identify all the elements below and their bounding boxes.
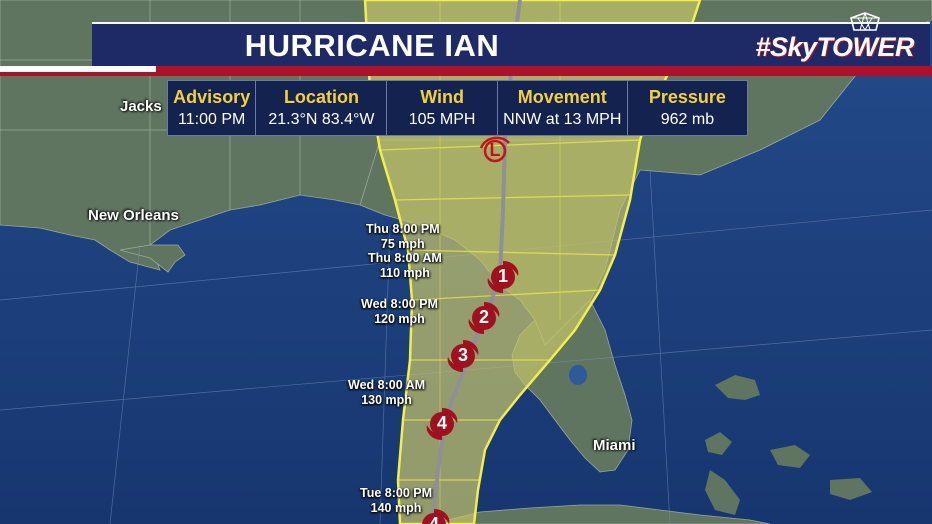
pressure-value: 962 mb	[660, 111, 715, 128]
storm-category: 4	[428, 514, 439, 524]
city-label-jacksonville: Jacks	[120, 98, 162, 115]
bahamas-4	[705, 470, 740, 515]
forecast-time: Thu 8:00 AM	[368, 251, 442, 265]
forecast-label-wed-am: Wed 8:00 AM 130 mph	[348, 378, 425, 408]
bahamas-1	[715, 375, 760, 400]
forecast-label-thu-am: Thu 8:00 AM 110 mph	[368, 251, 442, 281]
advisory-header: Advisory	[173, 87, 251, 107]
movement-header: Movement	[517, 87, 607, 107]
station-brand-logo: #SkyTOWER	[755, 32, 914, 62]
title-bar: HURRICANE IAN #SkyTOWER	[92, 12, 930, 66]
pressure-column: Pressure 962 mb	[628, 81, 747, 135]
hurricane-icon	[422, 509, 450, 524]
forecast-time: Wed 8:00 PM	[361, 297, 438, 311]
louisiana-coast	[119, 244, 186, 273]
storm-category: 3	[457, 345, 468, 365]
storm-title: HURRICANE IAN	[244, 28, 500, 63]
storm-symbol-cat1: 1	[484, 258, 522, 296]
forecast-wind: 140 mph	[370, 501, 422, 515]
cuba	[439, 504, 771, 524]
bahamas-5	[830, 478, 872, 500]
location-column: Location 21.3°N 83.4°W	[256, 81, 388, 135]
wind-column: Wind 105 MPH	[387, 81, 498, 135]
storm-symbol-cat4-bottom: 4	[415, 506, 453, 524]
forecast-time: Tue 8:00 PM	[360, 486, 433, 500]
storm-symbol-cat2: 2	[465, 299, 503, 337]
bahamas-2	[705, 432, 732, 455]
accent-stripe-white	[0, 66, 156, 72]
city-label-miami: Miami	[593, 437, 636, 454]
storm-category: L	[489, 140, 501, 160]
storm-symbol-cat3: 3	[444, 337, 482, 375]
storm-symbol-low: L	[476, 132, 514, 170]
hurricane-icon	[487, 261, 519, 293]
forecast-label-tue-pm: Tue 8:00 PM 140 mph	[360, 486, 432, 516]
location-header: Location	[283, 87, 359, 107]
tower-logo-icon	[850, 12, 880, 31]
advisory-table: Advisory 11:00 PM Location 21.3°N 83.4°W…	[167, 80, 748, 136]
advisory-value: 11:00 PM	[178, 111, 246, 128]
storm-category: 1	[497, 266, 508, 286]
movement-value: NNW at 13 MPH	[503, 111, 622, 128]
forecast-time: Wed 8:00 AM	[348, 378, 426, 392]
forecast-time: Thu 8:00 PM	[366, 222, 440, 236]
wind-value: 105 MPH	[408, 111, 476, 128]
hurricane-icon	[426, 408, 458, 440]
movement-column: Movement NNW at 13 MPH	[498, 81, 628, 135]
accent-stripe	[0, 66, 932, 76]
lake-okeechobee	[569, 365, 587, 385]
forecast-label-wed-pm: Wed 8:00 PM 120 mph	[361, 297, 438, 327]
wind-header: Wind	[420, 87, 465, 107]
hurricane-icon	[468, 302, 500, 334]
city-label-new-orleans: New Orleans	[88, 207, 179, 224]
hurricane-icon	[447, 340, 479, 372]
forecast-label-thu-pm: Thu 8:00 PM 75 mph	[366, 222, 440, 252]
storm-category: 2	[478, 307, 489, 327]
forecast-wind: 75 mph	[380, 237, 425, 251]
forecast-wind: 120 mph	[374, 312, 425, 326]
advisory-column: Advisory 11:00 PM	[168, 81, 257, 135]
bahamas-3	[770, 445, 810, 468]
storm-category: 4	[436, 413, 447, 433]
hurricane-icon	[479, 136, 510, 163]
forecast-wind: 130 mph	[361, 393, 412, 407]
forecast-wind: 110 mph	[379, 266, 430, 280]
storm-symbol-cat4: 4	[423, 405, 461, 443]
location-value: 21.3°N 83.4°W	[268, 111, 375, 128]
pressure-header: Pressure	[648, 87, 726, 107]
